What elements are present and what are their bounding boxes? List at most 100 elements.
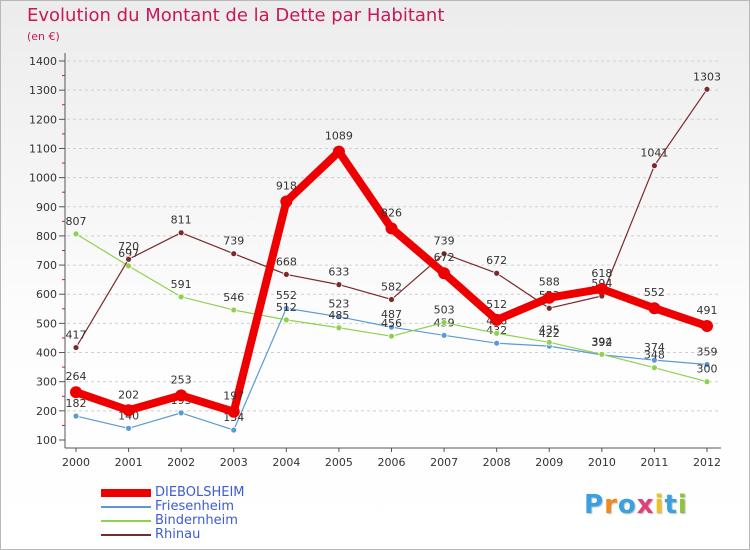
data-label: 485	[328, 309, 349, 322]
data-label: 552	[644, 286, 665, 299]
data-point	[493, 339, 501, 347]
x-tick-label: 2009	[535, 456, 563, 469]
legend-label: Bindernheim	[155, 513, 238, 528]
series-diebolsheim: 264 202 253 197 918 1089 826 672 512 588 618 552 491	[66, 130, 718, 418]
legend-label: DIEBOLSHEIM	[155, 485, 245, 500]
data-point	[177, 229, 185, 237]
data-label: 512	[486, 298, 507, 311]
data-point	[125, 255, 132, 263]
data-point	[490, 313, 503, 326]
data-label: 552	[276, 289, 297, 302]
data-point	[598, 350, 606, 358]
data-point	[72, 344, 80, 351]
x-tick-label: 2008	[483, 456, 511, 469]
logo-letter: o	[617, 490, 637, 520]
data-point	[651, 162, 658, 170]
data-point	[282, 271, 290, 278]
series-rhinau: 4177208117396686335827396725525941041130…	[66, 70, 721, 351]
data-point	[332, 145, 345, 158]
chart-title: Evolution du Montant de la Dette par Hab…	[27, 5, 445, 26]
data-point	[388, 323, 395, 331]
y-tick-label: 500	[36, 317, 57, 330]
data-label: 359	[697, 345, 718, 358]
data-point	[230, 306, 238, 314]
data-point	[385, 222, 398, 235]
data-point	[440, 250, 448, 258]
logo-letter: P	[584, 490, 605, 520]
data-point	[703, 361, 711, 368]
data-label: 348	[644, 349, 665, 362]
data-point	[282, 304, 290, 312]
data-point	[703, 378, 711, 386]
data-label: 618	[591, 267, 612, 280]
data-point	[280, 195, 293, 208]
data-point	[701, 320, 713, 333]
data-label: 197	[223, 390, 244, 403]
y-tick-label: 900	[36, 201, 57, 214]
data-label: 668	[276, 255, 297, 268]
y-tick-label: 300	[36, 376, 57, 389]
data-point	[177, 409, 185, 417]
data-point	[651, 356, 658, 364]
data-point	[388, 296, 395, 303]
data-label: 739	[434, 235, 455, 248]
x-tick-label: 2003	[220, 456, 248, 469]
x-tick-label: 2011	[640, 456, 668, 469]
data-point	[493, 329, 501, 337]
data-point	[388, 332, 395, 340]
y-tick-label: 700	[36, 259, 57, 272]
x-tick-label: 2001	[115, 456, 143, 469]
y-tick-label: 200	[36, 405, 57, 418]
data-label: 300	[697, 363, 718, 376]
data-label: 811	[171, 214, 192, 227]
data-point	[70, 386, 82, 399]
x-tick-label: 2010	[588, 456, 616, 469]
y-tick-label: 600	[36, 288, 57, 301]
data-label: 672	[434, 251, 455, 264]
x-tick-label: 2007	[430, 456, 458, 469]
data-point	[438, 267, 451, 280]
data-point	[282, 316, 290, 324]
logo-letter: t	[664, 490, 678, 520]
legend-swatch-diebolsheim	[101, 489, 151, 497]
x-tick-label: 2012	[693, 456, 721, 469]
data-label: 633	[328, 266, 349, 279]
data-point	[72, 230, 80, 238]
y-tick-label: 100	[36, 434, 57, 447]
data-label: 582	[381, 280, 402, 293]
data-label: 491	[697, 304, 718, 317]
data-point	[440, 331, 448, 339]
data-label: 417	[66, 329, 87, 342]
data-point	[545, 338, 553, 346]
data-label: 1041	[640, 147, 668, 160]
data-label: 512	[276, 301, 297, 314]
data-point	[493, 269, 501, 277]
data-point	[440, 319, 448, 326]
data-point	[175, 389, 188, 402]
x-tick-label: 2004	[272, 456, 300, 469]
y-tick-label: 800	[36, 230, 57, 243]
data-label: 546	[223, 291, 244, 304]
data-label: 374	[644, 341, 665, 354]
y-tick-label: 1400	[29, 55, 57, 68]
data-label: 591	[171, 278, 192, 291]
chart-subtitle: (en €)	[27, 30, 60, 43]
data-point	[545, 304, 553, 312]
data-point	[543, 291, 556, 304]
y-tick-label: 1300	[29, 84, 57, 97]
data-label: 1089	[325, 130, 353, 143]
x-tick-label: 2005	[325, 456, 353, 469]
legend-swatch-bindernheim	[101, 520, 151, 522]
legend-swatch-rhinau	[101, 534, 151, 536]
data-point	[335, 281, 343, 289]
data-label: 826	[381, 206, 402, 219]
data-point	[230, 250, 238, 258]
data-point	[335, 313, 343, 321]
legend-swatch-friesenheim	[101, 506, 151, 508]
logo-letter: i	[677, 490, 688, 520]
data-label: 394	[591, 335, 612, 348]
data-label: 918	[276, 180, 297, 193]
data-label: 1303	[693, 70, 721, 83]
